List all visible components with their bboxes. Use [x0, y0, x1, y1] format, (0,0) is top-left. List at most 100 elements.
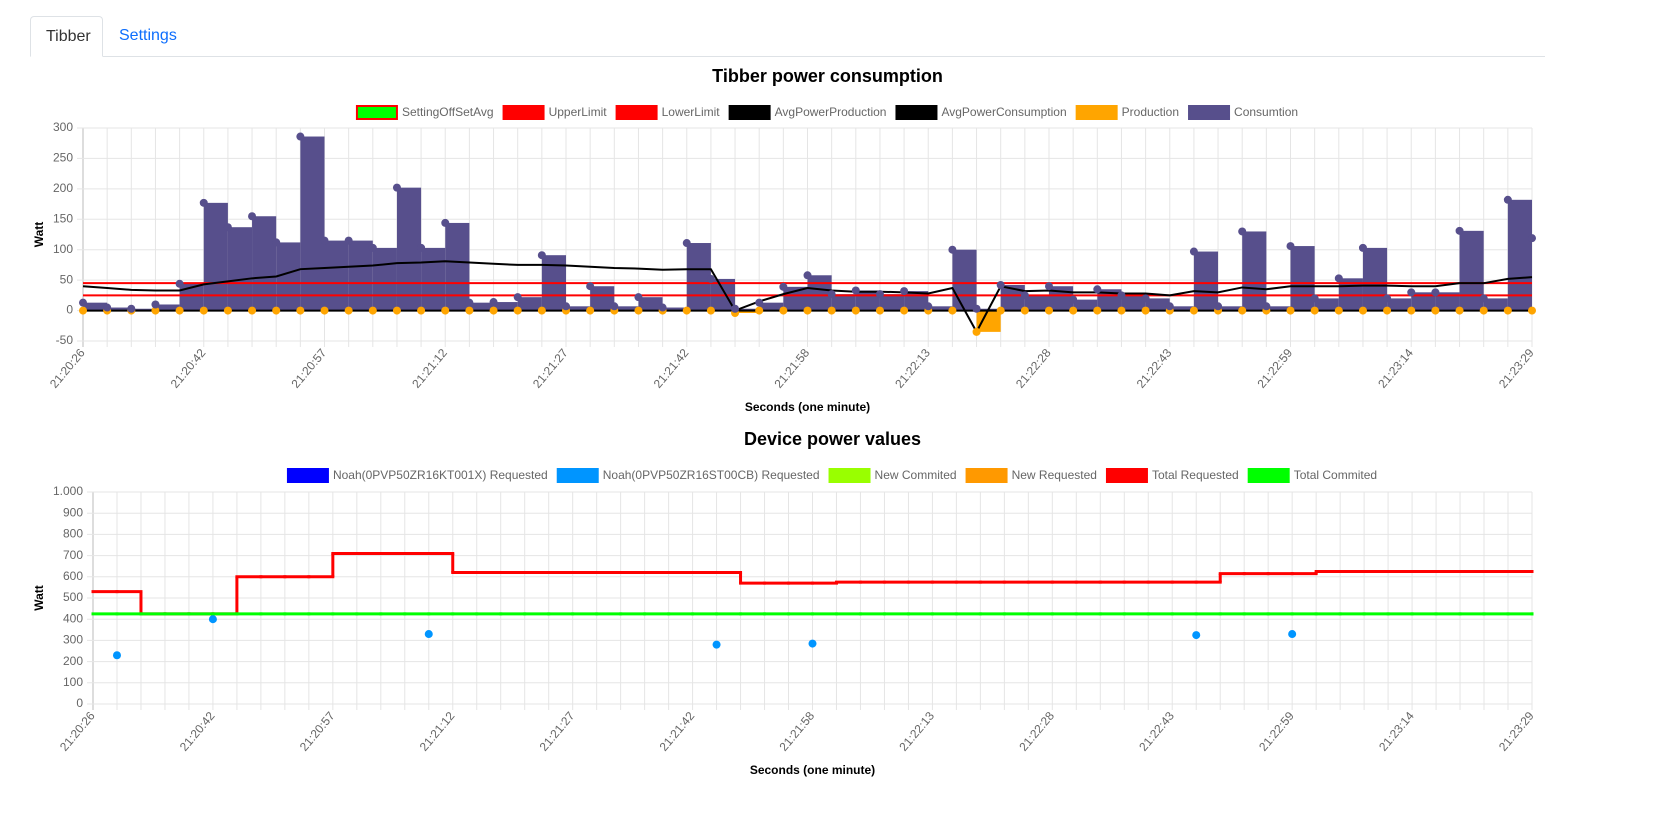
- bar: [203, 202, 228, 311]
- bar: [1242, 231, 1267, 311]
- x-tick-label: 21:22:59: [1254, 346, 1295, 391]
- legend-label: New Requested: [1012, 468, 1097, 482]
- bar: [638, 297, 663, 311]
- point: [972, 304, 981, 313]
- point: [1407, 288, 1416, 297]
- point: [1310, 306, 1319, 315]
- point: [537, 251, 546, 260]
- bar: [348, 240, 373, 311]
- x-tick-label: 21:23:29: [1496, 709, 1537, 754]
- bar: [1314, 298, 1339, 311]
- point: [199, 198, 208, 207]
- y-tick-label: 200: [63, 654, 83, 668]
- point: [610, 302, 619, 311]
- bar: [566, 306, 591, 311]
- x-tick-label: 21:23:29: [1496, 346, 1537, 391]
- bar: [928, 306, 953, 311]
- tab[interactable]: Settings: [119, 27, 177, 44]
- point: [465, 298, 474, 307]
- bar: [372, 247, 397, 311]
- bar: [1193, 251, 1219, 311]
- point: [924, 302, 933, 311]
- tab[interactable]: Tibber: [30, 16, 103, 57]
- bar: [1507, 199, 1532, 311]
- point: [808, 639, 817, 648]
- point: [755, 298, 764, 307]
- point: [1503, 306, 1512, 315]
- legend-swatch: [1105, 468, 1148, 483]
- legend-label: AvgPowerConsumption: [941, 105, 1066, 119]
- y-tick-label: 0: [66, 303, 73, 317]
- point: [392, 306, 401, 315]
- bar: [1073, 299, 1098, 311]
- point: [1189, 247, 1198, 256]
- bar: [1145, 298, 1170, 311]
- bar: [1387, 298, 1412, 311]
- line: [82, 260, 1533, 334]
- y-tick-label: 500: [63, 590, 83, 604]
- legend-label: UpperLimit: [549, 105, 608, 119]
- bar: [155, 304, 180, 311]
- point: [1020, 291, 1029, 300]
- legend-label: Total Requested: [1152, 468, 1239, 482]
- bar: [807, 275, 832, 311]
- point: [1262, 302, 1271, 311]
- legend-swatch: [355, 105, 398, 120]
- point: [1288, 630, 1297, 639]
- bar: [1435, 292, 1460, 311]
- legend-label: Consumtion: [1234, 105, 1298, 119]
- y-tick-label: 1.000: [53, 484, 83, 498]
- point: [562, 302, 570, 311]
- legend-swatch: [556, 468, 599, 483]
- point: [1479, 294, 1488, 303]
- point: [948, 245, 957, 254]
- x-tick-label: 21:21:27: [530, 346, 571, 391]
- point: [79, 306, 87, 315]
- x-tick-label: 21:20:57: [297, 709, 338, 754]
- point: [682, 239, 691, 248]
- bar: [1411, 292, 1436, 311]
- legend: Noah(0PVP50ZR16KT001X) Requested Noah(0PV…: [286, 468, 1377, 483]
- point: [658, 303, 667, 312]
- point: [996, 281, 1005, 290]
- point: [900, 287, 909, 296]
- y-tick-label: 0: [76, 696, 83, 710]
- x-tick-label: 21:21:58: [771, 346, 812, 391]
- point: [112, 651, 121, 660]
- legend-swatch: [828, 468, 871, 483]
- point: [1045, 282, 1053, 291]
- x-tick-label: 21:20:42: [168, 346, 209, 391]
- point: [1479, 306, 1488, 315]
- bar: [445, 222, 470, 311]
- x-tick-label: 21:23:14: [1375, 346, 1416, 391]
- legend-label: Production: [1122, 105, 1179, 119]
- bar: [614, 306, 639, 311]
- y-tick-label: 700: [63, 548, 83, 562]
- x-tick-label: 21:21:27: [537, 709, 578, 754]
- point: [417, 306, 426, 315]
- y-tick-label: 50: [60, 272, 74, 286]
- x-tick-label: 21:22:59: [1256, 709, 1297, 754]
- x-axis-label: Seconds (one minute): [750, 763, 875, 777]
- point: [634, 293, 643, 302]
- bar: [1290, 246, 1315, 311]
- point: [1117, 306, 1126, 315]
- x-tick-label: 21:21:12: [409, 346, 450, 391]
- point: [223, 223, 232, 232]
- legend-swatch: [965, 468, 1008, 483]
- bar: [300, 136, 325, 311]
- point: [368, 243, 377, 252]
- y-tick-label: 300: [53, 120, 73, 134]
- point: [1192, 631, 1201, 640]
- x-tick-label: 21:23:14: [1376, 709, 1417, 754]
- point: [755, 306, 764, 315]
- y-tick-label: 800: [63, 527, 83, 541]
- point: [272, 238, 281, 247]
- point: [344, 306, 353, 315]
- legend-label: Noah(0PVP50ZR16KT001X) Requested: [333, 468, 548, 482]
- point: [851, 306, 860, 315]
- point: [1334, 306, 1343, 315]
- bar: [276, 242, 301, 311]
- legend-label: AvgPowerProduction: [775, 105, 887, 119]
